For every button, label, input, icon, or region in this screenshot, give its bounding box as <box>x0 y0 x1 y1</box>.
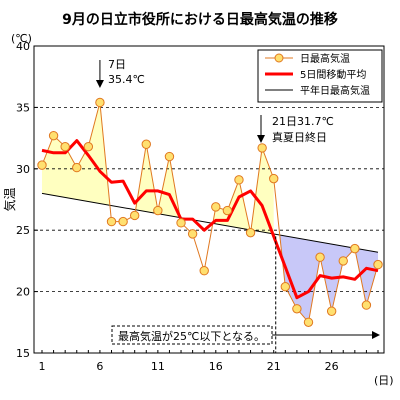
x-tick-label-21: 21 <box>267 360 281 373</box>
annotation-below25-arrow-head <box>372 331 380 339</box>
point-daily-max-21 <box>269 173 279 184</box>
point-daily-max-23 <box>292 304 302 314</box>
annotation-day21-arrow-head <box>257 135 265 143</box>
y-tick-label-20: 20 <box>16 286 30 299</box>
annotation-layer: 7日 35.4℃ 21日31.7℃ 真夏日終日 最高気温が25℃以下となる。 <box>95 58 380 353</box>
x-unit-label: (日) <box>374 374 394 387</box>
point-daily-max-15 <box>199 266 209 276</box>
point-daily-max-18 <box>234 175 244 185</box>
annotation-day21-line1: 21日31.7℃ <box>272 115 334 128</box>
grid-layer <box>34 107 384 293</box>
series-layer <box>37 97 383 327</box>
legend-label-moving-avg: 5日間移動平均 <box>300 68 366 81</box>
x-tick-label-16: 16 <box>209 360 223 373</box>
fill-above-normal <box>42 102 274 234</box>
point-daily-max-26 <box>326 306 337 316</box>
point-daily-max-14 <box>187 229 198 239</box>
point-daily-max-19 <box>245 227 256 238</box>
point-daily-max-30 <box>373 259 383 270</box>
legend-swatch-daily-max-marker <box>274 53 284 63</box>
y-tick-label-30: 30 <box>16 163 30 176</box>
point-daily-max-17 <box>222 205 233 216</box>
x-tick-label-26: 26 <box>325 360 339 373</box>
y-tick-label-40: 40 <box>16 40 30 53</box>
annotation-day21-line2: 真夏日終日 <box>272 130 327 144</box>
fill-layer <box>42 102 378 323</box>
annotation-day7-arrow-head <box>95 80 104 88</box>
y-unit-label: (℃) <box>11 32 32 45</box>
point-daily-max-10 <box>141 139 151 149</box>
point-daily-max-13 <box>176 218 186 228</box>
y-axis-label: 気温 <box>2 187 17 211</box>
y-tick-label-25: 25 <box>16 224 30 237</box>
y-tick-label-35: 35 <box>16 101 30 114</box>
point-daily-max-3 <box>60 141 70 152</box>
annotation-day7-line1: 7日 <box>108 58 126 71</box>
x-tick-label-1: 1 <box>39 360 46 373</box>
chart-title: 9月の日立市役所における日最高気温の推移 <box>62 11 338 28</box>
point-daily-max-16 <box>211 202 221 212</box>
point-daily-max-9 <box>129 210 140 221</box>
point-daily-max-20 <box>257 143 267 153</box>
series-moving-avg-line <box>41 139 379 300</box>
point-daily-max-11 <box>153 205 163 216</box>
point-daily-max-7 <box>106 216 117 227</box>
point-daily-max-4 <box>72 162 82 173</box>
y-tick-label-15: 15 <box>16 347 30 360</box>
plot-frame <box>33 45 385 354</box>
series-daily-max-line <box>41 102 379 324</box>
annotation-below25-box <box>111 325 273 345</box>
point-daily-max-24 <box>303 317 314 327</box>
x-tick-label-6: 6 <box>96 360 103 373</box>
point-daily-max-2 <box>48 130 59 141</box>
point-daily-max-28 <box>350 243 360 254</box>
point-daily-max-27 <box>338 256 348 266</box>
x-tick-label-11: 11 <box>151 360 165 373</box>
legend-label-daily-max: 日最高気温 <box>300 52 350 65</box>
point-daily-max-5 <box>83 141 94 152</box>
series-normal-line <box>41 192 379 253</box>
point-daily-max-25 <box>315 252 325 262</box>
legend-label-normal: 平年日最高気温 <box>300 84 370 97</box>
point-daily-max-12 <box>164 151 175 162</box>
point-daily-max-6 <box>95 97 105 108</box>
annotation-below25-text: 最高気温が25℃以下となる。 <box>118 329 265 343</box>
point-daily-max-22 <box>280 281 291 292</box>
legend: 日最高気温 5日間移動平均 平年日最高気温 <box>257 49 383 103</box>
annotation-day7-line2: 35.4℃ <box>108 73 145 86</box>
point-daily-max-8 <box>118 216 128 227</box>
point-daily-max-29 <box>361 300 372 310</box>
point-daily-max-1 <box>37 160 47 170</box>
